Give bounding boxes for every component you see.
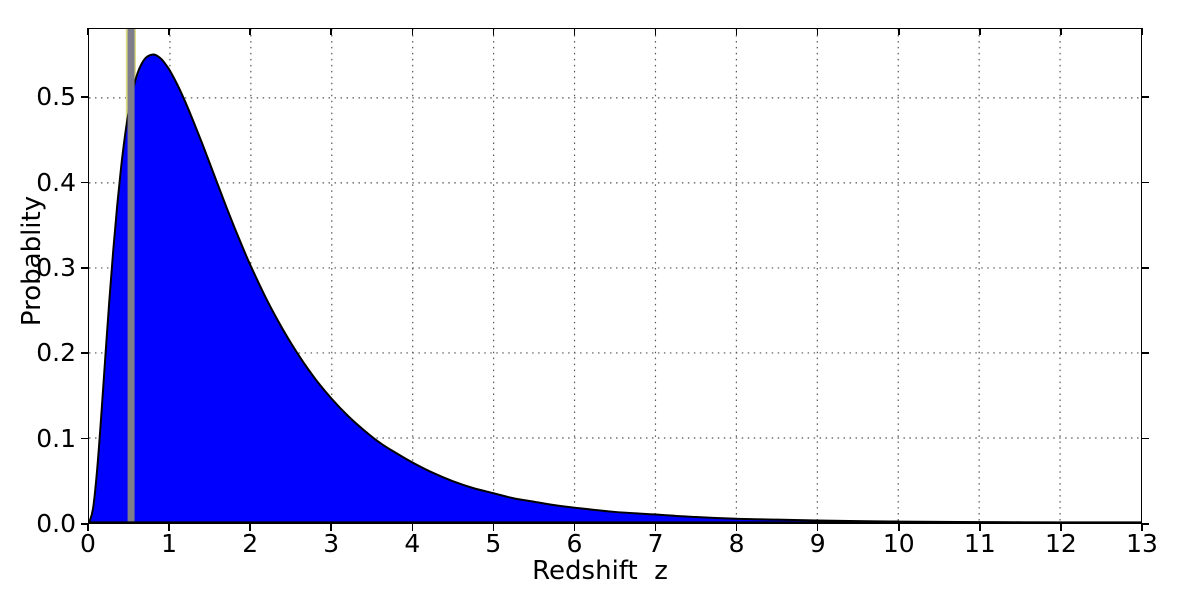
x-axis-label: Redshift z	[532, 556, 668, 586]
x-tick-mark	[87, 524, 89, 531]
x-tick-mark	[492, 524, 495, 531]
x-tick-mark	[330, 524, 333, 531]
y-tick-mark	[81, 523, 88, 525]
y-tick-label: 0.4	[36, 167, 76, 197]
y-tick-label: 0.2	[36, 338, 76, 368]
x-tick-label: 3	[323, 529, 340, 558]
y-tick-mark-right	[1142, 267, 1149, 269]
y-tick-mark	[81, 352, 88, 355]
x-tick-label: 13	[1126, 529, 1158, 558]
y-tick-mark-right	[1142, 181, 1149, 184]
x-tick-mark	[411, 524, 414, 531]
y-tick-mark-right	[1142, 523, 1149, 525]
x-tick-mark	[735, 524, 738, 531]
x-tick-mark	[168, 524, 170, 531]
y-tick-mark-right	[1142, 352, 1149, 355]
x-tick-mark-top	[1141, 28, 1143, 35]
x-tick-mark-top	[249, 28, 251, 35]
x-tick-mark	[249, 524, 251, 531]
x-tick-mark-top	[87, 28, 89, 35]
x-tick-label: 10	[882, 529, 915, 558]
x-tick-label: 7	[647, 529, 664, 558]
y-tick-mark	[81, 267, 88, 269]
x-tick-mark	[979, 524, 981, 531]
y-tick-label: 0.0	[36, 509, 76, 538]
y-tick-label: 0.5	[36, 82, 76, 112]
x-tick-mark-top	[168, 28, 170, 35]
y-tick-mark	[81, 437, 88, 440]
plot-area[interactable]	[88, 28, 1142, 524]
x-tick-label: 11	[963, 529, 996, 558]
x-tick-label: 6	[566, 529, 583, 558]
y-tick-label: 0.3	[36, 252, 76, 282]
y-tick-label: 0.1	[36, 423, 76, 453]
x-tick-label: 5	[485, 529, 502, 558]
x-tick-mark	[897, 524, 900, 531]
x-tick-mark	[816, 524, 819, 531]
x-tick-label: 9	[809, 529, 826, 558]
x-tick-mark	[573, 524, 576, 531]
x-tick-mark-top	[492, 28, 495, 35]
x-tick-mark-top	[330, 28, 333, 35]
x-tick-mark-top	[411, 28, 414, 35]
y-tick-mark-right	[1142, 96, 1149, 98]
x-tick-mark-top	[1060, 28, 1062, 35]
y-tick-mark	[81, 96, 88, 98]
series-area-fill	[89, 54, 1141, 523]
x-tick-mark	[1060, 524, 1062, 531]
x-tick-mark	[654, 524, 657, 531]
x-tick-mark-top	[573, 28, 576, 35]
y-tick-mark-right	[1142, 437, 1149, 440]
x-tick-mark-top	[897, 28, 900, 35]
plot-svg	[89, 29, 1141, 523]
x-tick-label: 1	[161, 529, 178, 558]
x-tick-mark-top	[654, 28, 657, 35]
x-tick-mark-top	[816, 28, 819, 35]
x-tick-label: 2	[242, 529, 259, 558]
x-tick-label: 0	[80, 529, 96, 558]
x-tick-label: 8	[728, 529, 745, 558]
x-tick-mark	[1141, 524, 1143, 531]
x-tick-label: 12	[1045, 529, 1077, 558]
x-tick-mark-top	[735, 28, 738, 35]
x-tick-mark-top	[979, 28, 981, 35]
y-tick-mark	[81, 181, 88, 184]
x-tick-label: 4	[404, 529, 421, 558]
